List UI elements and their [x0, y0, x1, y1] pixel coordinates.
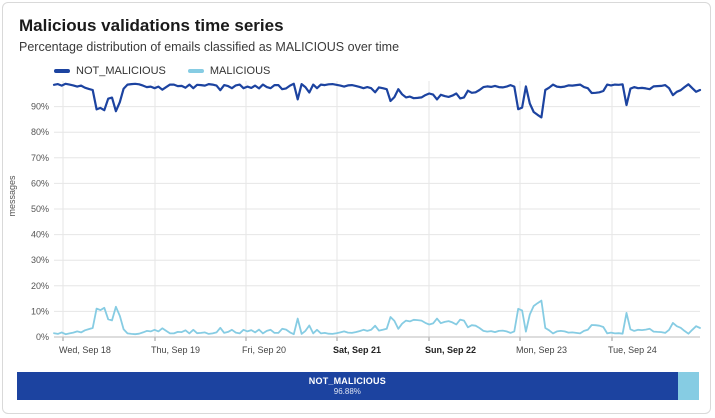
bar-segment-malicious[interactable] — [677, 372, 699, 400]
legend: NOT_MALICIOUS MALICIOUS — [54, 63, 292, 79]
y-tick-label: 40% — [31, 230, 49, 240]
y-tick-label: 60% — [31, 178, 49, 188]
x-tick-label: Sun, Sep 22 — [425, 345, 476, 355]
y-tick-label: 30% — [31, 255, 49, 265]
legend-label-malicious: MALICIOUS — [209, 65, 271, 77]
y-tick-label: 80% — [31, 127, 49, 137]
legend-item-not-malicious[interactable]: NOT_MALICIOUS — [54, 65, 166, 77]
legend-swatch-not-malicious — [54, 69, 70, 73]
x-tick-label: Wed, Sep 18 — [59, 345, 111, 355]
y-tick-label: 50% — [31, 204, 49, 214]
bar-segment-label: NOT_MALICIOUS — [308, 376, 386, 386]
malicious-line — [53, 299, 701, 336]
x-tick-label: Fri, Sep 20 — [242, 345, 286, 355]
bar-segment-not-malicious[interactable]: NOT_MALICIOUS 96.88% — [17, 372, 678, 400]
not-malicious-line — [52, 82, 702, 119]
legend-swatch-malicious — [187, 69, 204, 73]
x-tick-label: Thu, Sep 19 — [151, 345, 200, 355]
y-tick-label: 20% — [31, 281, 49, 291]
legend-item-malicious[interactable]: MALICIOUS — [187, 65, 271, 77]
x-tick-label: Tue, Sep 24 — [608, 345, 657, 355]
y-tick-label: 70% — [31, 153, 49, 163]
bar-segment-percent: 96.88% — [333, 387, 361, 396]
chart-title: Malicious validations time series — [19, 16, 284, 35]
y-tick-label: 10% — [31, 306, 49, 316]
legend-label-not-malicious: NOT_MALICIOUS — [76, 65, 166, 77]
chart-subtitle: Percentage distribution of emails classi… — [19, 40, 400, 54]
x-tick-label: Mon, Sep 23 — [516, 345, 567, 355]
distribution-bar: NOT_MALICIOUS 96.88% — [17, 372, 699, 400]
x-tick-label: Sat, Sep 21 — [333, 345, 381, 355]
chart-card: Malicious validations time series Percen… — [2, 2, 711, 414]
y-tick-label: 0% — [36, 332, 49, 342]
time-series-chart: 0% 10% 20% 30% 40% 50% 60% 70% 80% 90% Wed, Sep 18… — [31, 81, 702, 355]
y-tick-label: 90% — [31, 102, 49, 112]
